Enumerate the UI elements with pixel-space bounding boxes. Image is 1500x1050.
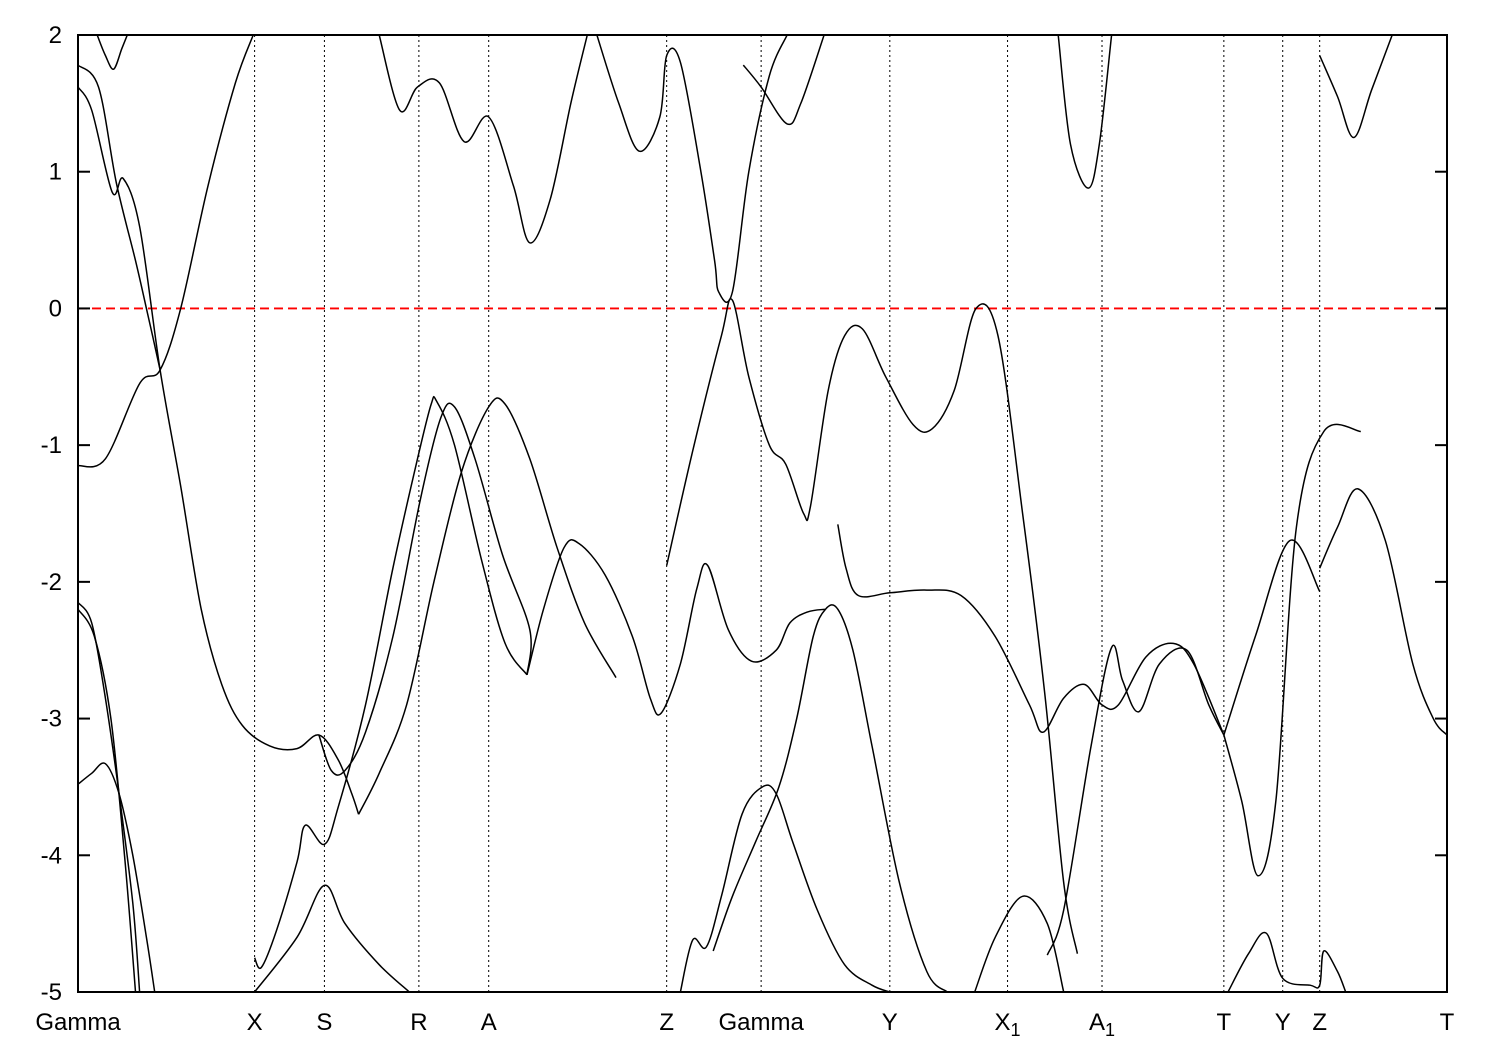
y-axis: -5 -4 -3 -2 -1 0 1 2: [41, 22, 1447, 1006]
x-tick-label: Z: [1312, 1009, 1327, 1036]
band-line: [596, 35, 788, 303]
y-tick-label: -4: [41, 842, 62, 869]
y-tick-label: -5: [41, 979, 62, 1006]
y-tick-label: 1: [49, 159, 62, 186]
band-line: [837, 524, 1225, 736]
x-tick-label: T: [1217, 1009, 1232, 1036]
band-line: [1057, 35, 1113, 189]
x-tick-label: Y: [1275, 1009, 1291, 1036]
x-tick-label: Gamma: [718, 1009, 804, 1036]
band-line: [679, 784, 891, 992]
x-tick-subscript: 1: [1011, 1020, 1021, 1040]
band-line: [254, 884, 410, 992]
y-tick-label: 2: [49, 22, 62, 49]
band-lines: [78, 35, 1447, 992]
x-tick-subscript: 1: [1105, 1020, 1115, 1040]
x-axis: Gamma X S R A Z Gamma Y X1 A1 T Y Z T: [35, 1009, 1454, 1040]
x-tick-label: R: [410, 1009, 427, 1036]
x-tick-label: A: [481, 1009, 497, 1036]
band-line: [78, 601, 141, 992]
band-line: [378, 35, 589, 244]
band-line: [1046, 644, 1225, 956]
band-line: [78, 608, 137, 992]
band-line: [357, 397, 617, 815]
x-tick-label: Y: [882, 1009, 898, 1036]
x-tick-label: T: [1440, 1009, 1455, 1036]
band-line: [78, 762, 156, 992]
x-tick-label: S: [316, 1009, 332, 1036]
band-line: [318, 402, 532, 776]
band-line: [526, 539, 826, 716]
x-tick-label: X: [247, 1009, 263, 1036]
y-tick-label: 0: [49, 295, 62, 322]
band-line: [1319, 488, 1447, 736]
band-line: [78, 35, 254, 468]
band-line: [78, 64, 161, 371]
y-tick-label: -1: [41, 432, 62, 459]
band-line: [712, 604, 948, 992]
band-line: [96, 35, 128, 70]
band-line: [1223, 423, 1361, 877]
x-tick-label: Gamma: [35, 1009, 121, 1036]
band-line: [1227, 931, 1347, 992]
band-line: [973, 895, 1065, 992]
band-line: [1223, 539, 1321, 736]
plot-frame: [77, 34, 1448, 993]
y-tick-label: -2: [41, 569, 62, 596]
band-line: [742, 35, 825, 126]
band-line: [1319, 35, 1393, 139]
band-line: [665, 298, 1079, 954]
x-tick-label: Z: [659, 1009, 674, 1036]
band-line: [78, 86, 360, 815]
band-line: [253, 395, 528, 970]
y-tick-label: -3: [41, 706, 62, 733]
